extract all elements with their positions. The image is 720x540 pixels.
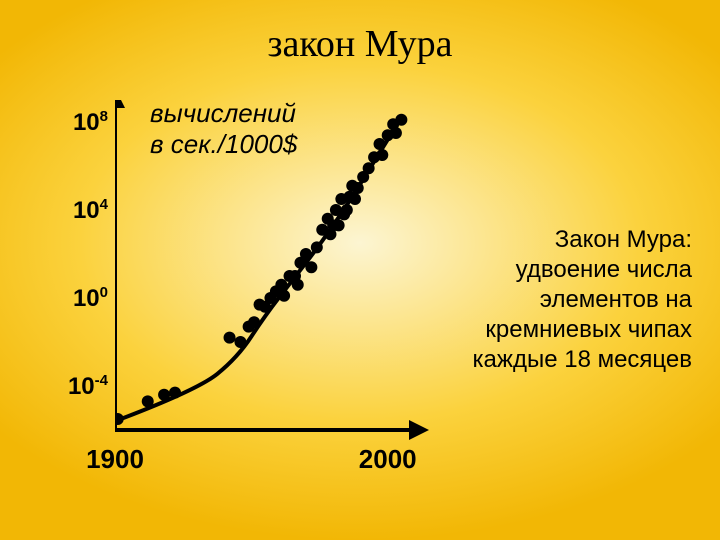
slide-stage: закон Мура вычислений в сек./1000$ Закон… (0, 0, 720, 540)
slide-title: закон Мура (0, 22, 720, 66)
description-text: Закон Мура: удвоение числа элементов на … (462, 225, 692, 375)
y-tick-label: 104 (53, 196, 108, 225)
y-tick-label: 100 (53, 284, 108, 313)
scatter-chart (115, 100, 455, 470)
y-tick-label: 108 (53, 108, 108, 137)
y-tick-label: 10-4 (53, 372, 108, 401)
